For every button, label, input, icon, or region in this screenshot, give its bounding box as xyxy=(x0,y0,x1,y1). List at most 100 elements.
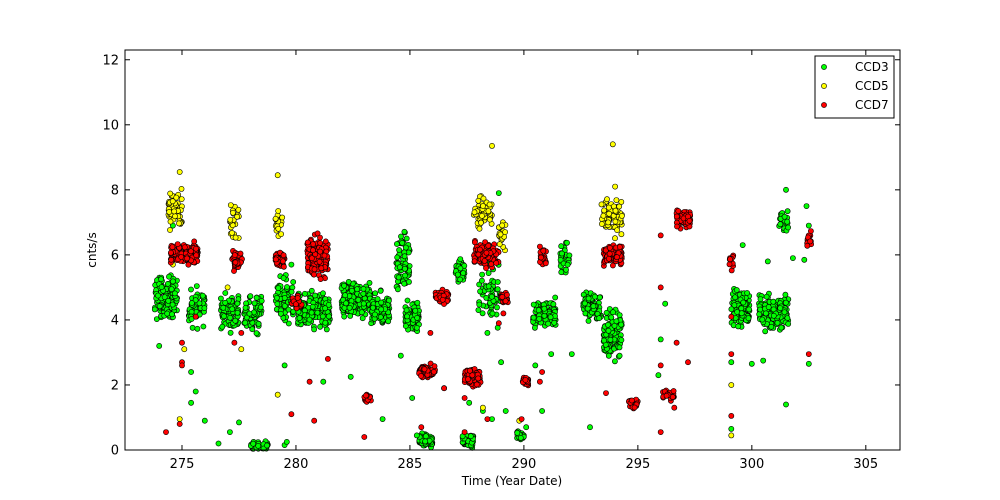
point-ccd3 xyxy=(322,319,329,326)
point-ccd5 xyxy=(279,214,286,221)
point-ccd3 xyxy=(409,395,416,401)
legend-marker-ccd3 xyxy=(821,64,827,70)
point-ccd7 xyxy=(294,295,301,301)
point-ccd3 xyxy=(590,303,597,310)
point-ccd7 xyxy=(484,416,491,422)
point-ccd7 xyxy=(231,339,238,346)
point-ccd3 xyxy=(377,287,384,294)
point-ccd5 xyxy=(612,235,618,242)
point-ccd3 xyxy=(320,290,326,297)
point-ccd5 xyxy=(172,213,178,220)
point-ccd3 xyxy=(397,352,404,359)
point-ccd3 xyxy=(281,295,288,301)
point-ccd3 xyxy=(201,417,208,424)
point-ccd3 xyxy=(222,290,229,296)
point-ccd3 xyxy=(735,323,742,330)
point-ccd3 xyxy=(242,304,249,311)
point-ccd5 xyxy=(230,209,236,216)
point-ccd3 xyxy=(611,322,618,329)
point-ccd3 xyxy=(360,290,367,297)
point-ccd7 xyxy=(311,266,318,273)
point-ccd7 xyxy=(481,257,488,264)
point-ccd3 xyxy=(394,254,401,261)
point-ccd7 xyxy=(232,259,239,266)
point-ccd7 xyxy=(542,260,549,267)
point-ccd5 xyxy=(475,197,482,204)
point-ccd3 xyxy=(489,310,496,317)
point-ccd3 xyxy=(360,300,367,307)
point-ccd3 xyxy=(728,359,735,366)
point-ccd5 xyxy=(167,227,173,233)
point-ccd7 xyxy=(670,388,677,394)
point-ccd3 xyxy=(369,304,376,311)
point-ccd3 xyxy=(413,324,420,331)
point-ccd3 xyxy=(532,362,539,369)
point-ccd3 xyxy=(227,329,234,336)
point-ccd3 xyxy=(801,256,808,263)
point-ccd3 xyxy=(805,222,812,229)
point-ccd7 xyxy=(675,208,682,214)
point-ccd3 xyxy=(757,296,764,302)
point-ccd3 xyxy=(655,372,662,379)
point-ccd7 xyxy=(617,244,623,250)
point-ccd3 xyxy=(227,314,233,321)
point-ccd3 xyxy=(612,358,618,365)
y-tick-label: 2 xyxy=(111,378,119,393)
point-ccd3 xyxy=(460,270,467,276)
point-ccd5 xyxy=(618,231,625,238)
point-ccd7 xyxy=(614,254,620,260)
point-ccd3 xyxy=(568,351,575,357)
point-ccd3 xyxy=(535,307,542,314)
point-ccd5 xyxy=(166,208,173,215)
point-ccd7 xyxy=(488,261,495,267)
point-ccd3 xyxy=(403,307,410,314)
point-ccd3 xyxy=(283,438,290,445)
point-ccd5 xyxy=(278,231,284,237)
point-ccd3 xyxy=(322,305,328,312)
point-ccd7 xyxy=(671,404,678,411)
point-ccd3 xyxy=(514,429,521,436)
point-ccd3 xyxy=(550,301,557,308)
point-ccd3 xyxy=(467,433,474,440)
point-ccd5 xyxy=(238,346,245,353)
point-ccd3 xyxy=(740,299,747,306)
point-ccd7 xyxy=(475,375,482,382)
point-ccd3 xyxy=(406,278,412,285)
point-ccd7 xyxy=(314,230,321,237)
point-ccd3 xyxy=(414,299,421,306)
point-ccd5 xyxy=(227,202,234,208)
point-ccd3 xyxy=(763,310,769,317)
point-ccd3 xyxy=(610,309,616,316)
point-ccd7 xyxy=(673,213,680,220)
point-ccd3 xyxy=(250,440,257,447)
points-layer xyxy=(151,141,814,452)
point-ccd7 xyxy=(174,241,181,247)
x-tick-label: 300 xyxy=(739,457,764,472)
point-ccd3 xyxy=(398,233,404,240)
point-ccd5 xyxy=(486,216,493,223)
point-ccd3 xyxy=(618,337,625,343)
point-ccd7 xyxy=(322,238,329,245)
point-ccd3 xyxy=(517,434,524,441)
point-ccd3 xyxy=(603,309,610,316)
point-ccd7 xyxy=(540,247,547,254)
point-ccd3 xyxy=(454,271,461,278)
point-ccd3 xyxy=(273,294,280,301)
point-ccd3 xyxy=(784,218,791,225)
point-ccd3 xyxy=(783,299,789,306)
point-ccd7 xyxy=(316,258,323,265)
point-ccd3 xyxy=(401,265,408,272)
point-ccd3 xyxy=(258,297,265,304)
point-ccd7 xyxy=(421,366,428,373)
point-ccd3 xyxy=(201,305,208,311)
point-ccd3 xyxy=(728,306,735,313)
point-ccd3 xyxy=(158,276,164,283)
point-ccd3 xyxy=(744,290,750,296)
point-ccd3 xyxy=(733,287,740,293)
point-ccd5 xyxy=(605,219,612,226)
point-ccd3 xyxy=(194,325,201,332)
point-ccd3 xyxy=(770,312,777,319)
point-ccd3 xyxy=(738,310,745,317)
point-ccd3 xyxy=(746,306,752,313)
